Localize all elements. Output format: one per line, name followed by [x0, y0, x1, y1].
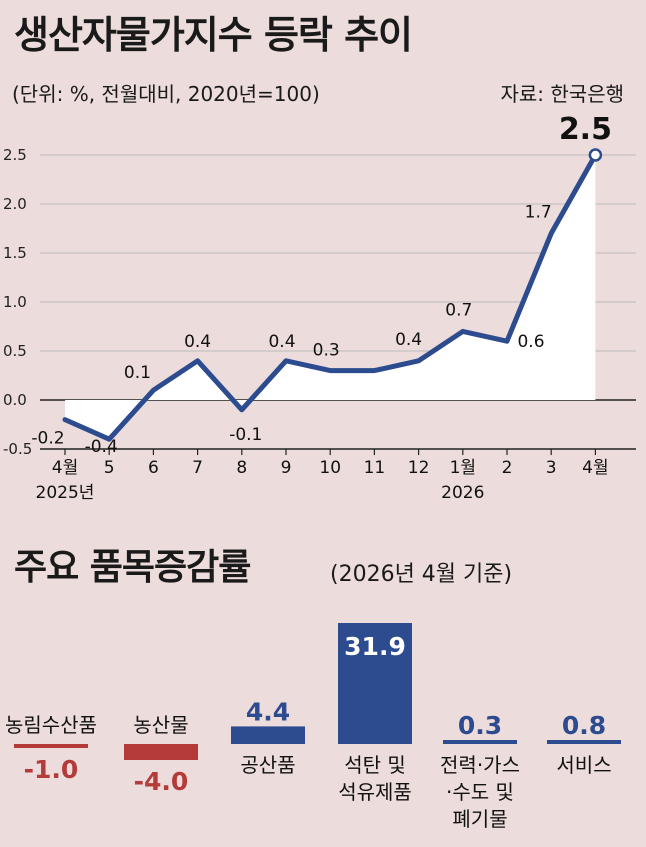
x-tick-label: 7: [192, 458, 203, 478]
x-tick-label: 4월: [52, 458, 78, 478]
line-chart: 2.5 2.0 1.5 1.0 0.5 0.0 -0.5 4월 2025년 5 6 7 8 9 10 11 1…: [3, 112, 636, 503]
bar-value-label: 0.8: [562, 711, 606, 740]
bar: [14, 744, 88, 748]
area-fill: [65, 155, 596, 440]
y-tick-label: 2.0: [3, 195, 27, 213]
x-tick-label: 2: [502, 458, 513, 478]
bar-category-label: 공산품: [240, 753, 295, 777]
data-label: -0.4: [85, 437, 118, 457]
area-layer: [65, 155, 596, 440]
bar: [443, 740, 517, 744]
unit-note: (단위: %, 전월대비, 2020년=100): [12, 82, 320, 106]
data-label: 0.7: [445, 300, 472, 320]
bar-category-label: ·수도 및: [446, 780, 514, 804]
bar: [547, 740, 621, 744]
source-note: 자료: 한국은행: [500, 82, 625, 106]
data-label: 0.4: [184, 332, 211, 352]
bar: [338, 623, 412, 744]
x-tick-label: 9: [281, 458, 292, 478]
data-label: -0.1: [229, 425, 262, 445]
x-tick-label: 3: [546, 458, 557, 478]
data-label: 0.4: [395, 330, 422, 350]
bar-value-label: -1.0: [24, 755, 79, 784]
x-tick-label: 5: [104, 458, 115, 478]
last-point-marker: [588, 148, 603, 162]
line-layer: [62, 148, 603, 442]
bar-category-label: 석유제품: [338, 780, 412, 804]
y-tick-label: 0.5: [3, 342, 27, 360]
bar-category-label: 폐기물: [452, 807, 507, 831]
bar-category-label: 농림수산품: [5, 713, 97, 737]
x-tick-label: 11: [364, 458, 386, 478]
data-label: -0.2: [31, 429, 64, 449]
x-tick-label: 12: [408, 458, 430, 478]
bar-category-label: 농산물: [133, 713, 188, 737]
x-tick-sublabel: 2026: [441, 483, 484, 503]
data-label: 0.6: [517, 332, 544, 352]
series-line: [62, 152, 598, 442]
chart-title: 생산자물가지수 등락 추이: [14, 13, 413, 57]
bar-chart-subtitle: (2026년 4월 기준): [330, 562, 513, 587]
bar-value-label: 0.3: [458, 711, 502, 740]
data-label: 0.1: [124, 363, 151, 383]
data-label: 0.3: [313, 341, 340, 361]
y-tick-label: 0.0: [3, 391, 27, 409]
x-tick-label: 6: [148, 458, 159, 478]
data-label: 2.5: [559, 112, 612, 147]
x-tick-label: 10: [319, 458, 341, 478]
y-tick-label: 1.0: [3, 293, 27, 311]
y-tick-label: -0.5: [3, 440, 32, 458]
x-axis-ticks: 4월 2025년 5 6 7 8 9 10 11 12 1월 2026 2 3 4월: [36, 448, 636, 503]
x-tick-label: 8: [236, 458, 247, 478]
x-tick-label: 1월: [450, 458, 476, 478]
bar-category-label: 전력·가스: [440, 753, 520, 777]
bar-category-label: 석탄 및: [344, 753, 406, 777]
bar: [231, 726, 305, 744]
bar-category-label: 서비스: [556, 753, 611, 777]
bar-value-label: -4.0: [134, 767, 189, 796]
y-tick-label: 1.5: [3, 244, 27, 262]
data-labels: -0.2 -0.4 0.1 0.4 -0.1 0.4 0.3 0.4 0.7 0.6 1.7 2.5: [31, 112, 612, 457]
y-tick-label: 2.5: [3, 146, 27, 164]
bar: [124, 744, 198, 760]
x-tick-sublabel: 2025년: [36, 483, 95, 503]
data-label: 1.7: [525, 202, 552, 222]
x-tick-label: 4월: [582, 458, 608, 478]
bar-value-label: 31.9: [344, 632, 406, 661]
data-label: 0.4: [268, 332, 295, 352]
y-axis-ticks: 2.5 2.0 1.5 1.0 0.5 0.0 -0.5: [3, 146, 32, 458]
bar-chart-title: 주요 품목증감률: [14, 547, 251, 588]
bar-value-label: 4.4: [246, 697, 290, 726]
